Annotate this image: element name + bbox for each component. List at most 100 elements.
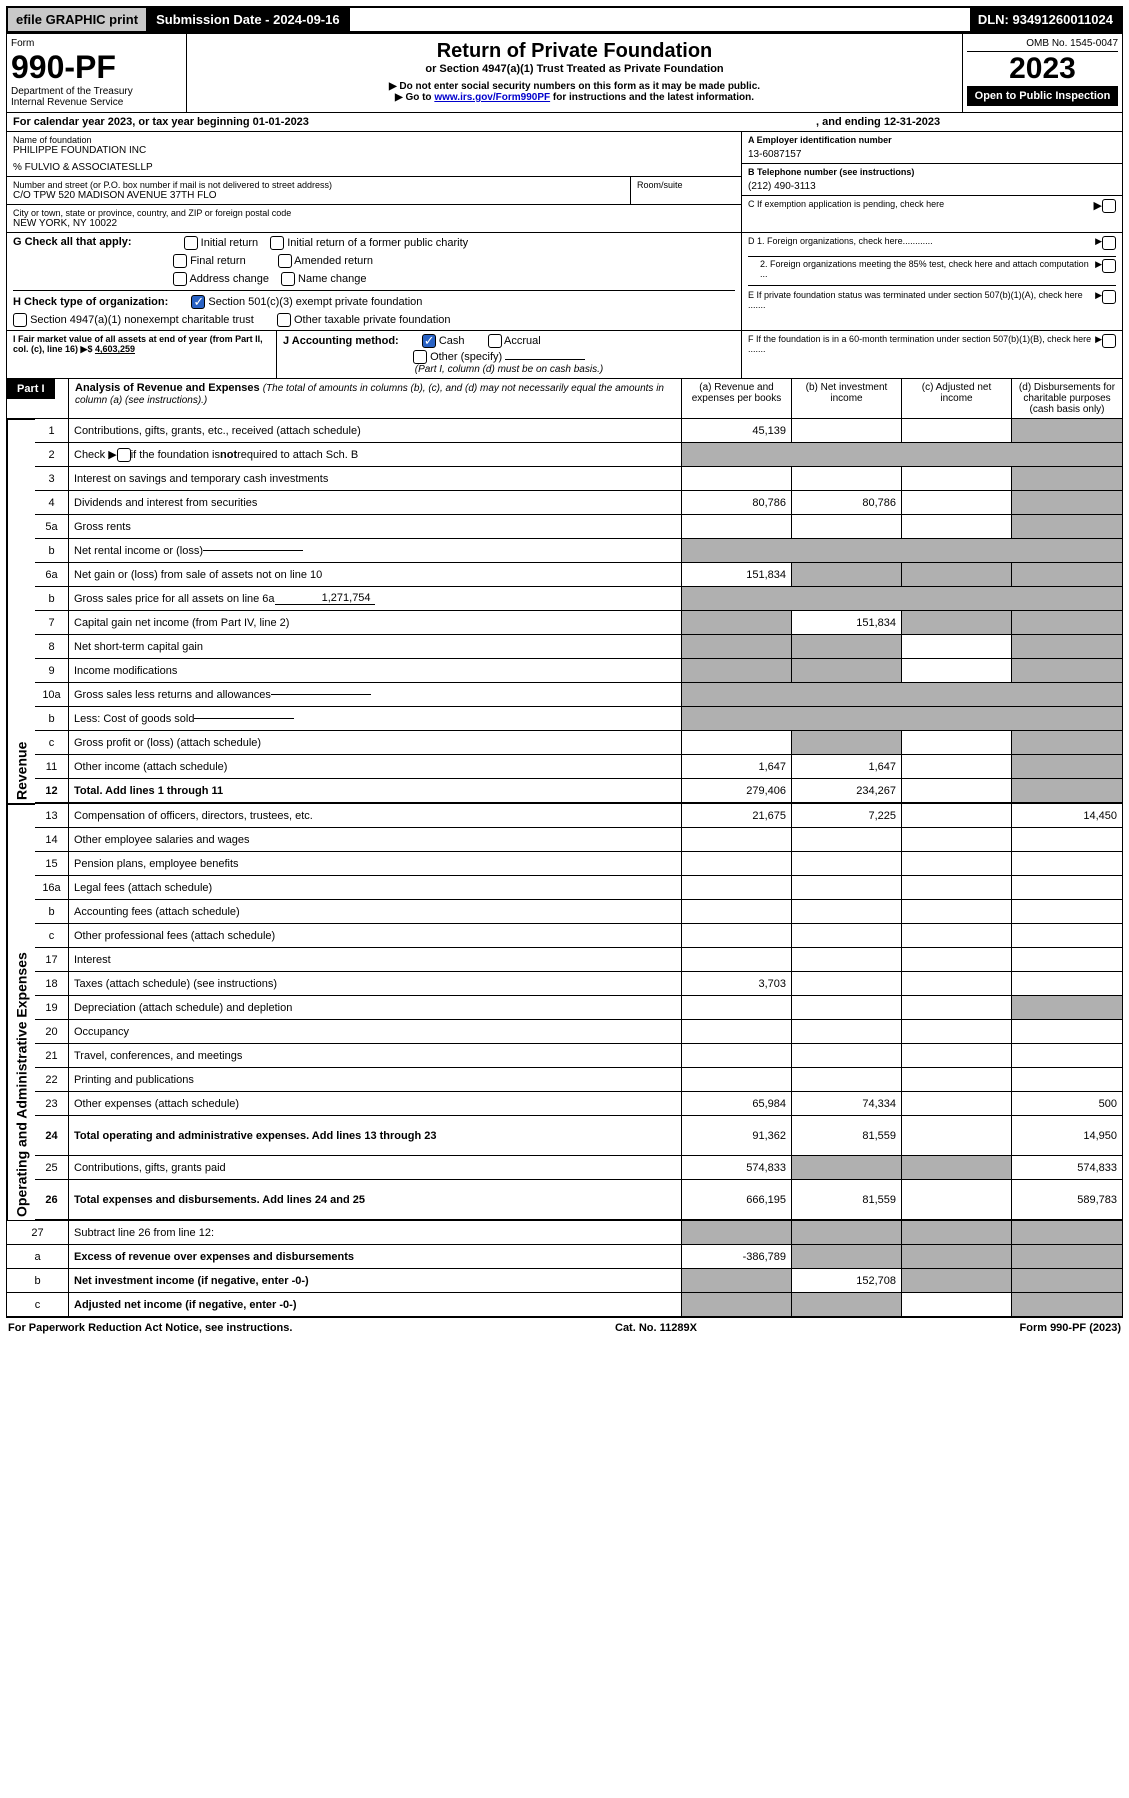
cell-18-d bbox=[1012, 972, 1122, 996]
cell-16a-a bbox=[682, 876, 792, 900]
cell-b-d bbox=[1012, 1269, 1122, 1293]
checkbox-c[interactable] bbox=[1102, 199, 1116, 213]
line-desc-16a: Legal fees (attach schedule) bbox=[69, 876, 682, 900]
cb-final[interactable] bbox=[173, 254, 187, 268]
line-desc-26: Total expenses and disbursements. Add li… bbox=[69, 1180, 682, 1220]
cell-24-b: 81,559 bbox=[792, 1116, 902, 1156]
line-num-b: b bbox=[35, 587, 69, 611]
line-num-27: 27 bbox=[7, 1221, 69, 1245]
form-header: Form 990-PF Department of the Treasury I… bbox=[6, 33, 1123, 113]
cell-3-a bbox=[682, 467, 792, 491]
line-num-16a: 16a bbox=[35, 876, 69, 900]
cb-address[interactable] bbox=[173, 272, 187, 286]
g-h-block: G Check all that apply: Initial return I… bbox=[6, 233, 1123, 331]
cb-f[interactable] bbox=[1102, 334, 1116, 348]
side-label-revenue: Revenue bbox=[7, 419, 35, 803]
line-num-12: 12 bbox=[35, 779, 69, 803]
dept-treasury: Department of the Treasury bbox=[11, 86, 182, 97]
cell-c-c bbox=[902, 924, 1012, 948]
form-title: Return of Private Foundation bbox=[193, 40, 956, 63]
cell-18-b bbox=[792, 972, 902, 996]
cb-other-tax[interactable] bbox=[277, 313, 291, 327]
cal-year-end: , and ending 12-31-2023 bbox=[816, 116, 1116, 128]
cb-amended[interactable] bbox=[278, 254, 292, 268]
cell-1-d bbox=[1012, 419, 1122, 443]
city-state-zip: NEW YORK, NY 10022 bbox=[13, 218, 735, 229]
line-desc-18: Taxes (attach schedule) (see instruction… bbox=[69, 972, 682, 996]
cb-e[interactable] bbox=[1102, 290, 1116, 304]
line-num-c: c bbox=[7, 1293, 69, 1317]
opt-501c3: Section 501(c)(3) exempt private foundat… bbox=[208, 296, 422, 308]
line-desc-2: Check ▶ if the foundation is not require… bbox=[69, 443, 682, 467]
line-num-19: 19 bbox=[35, 996, 69, 1020]
cell-13-d: 14,450 bbox=[1012, 804, 1122, 828]
cell-18-a: 3,703 bbox=[682, 972, 792, 996]
line-desc-5a: Gross rents bbox=[69, 515, 682, 539]
cell-7-a bbox=[682, 611, 792, 635]
cb-d1[interactable] bbox=[1102, 236, 1116, 250]
cell-20-d bbox=[1012, 1020, 1122, 1044]
line-num-21: 21 bbox=[35, 1044, 69, 1068]
line-num-6a: 6a bbox=[35, 563, 69, 587]
opt-4947: Section 4947(a)(1) nonexempt charitable … bbox=[30, 314, 254, 326]
cell-c-b bbox=[792, 1293, 902, 1317]
line-desc-11: Other income (attach schedule) bbox=[69, 755, 682, 779]
cell-b-b bbox=[792, 900, 902, 924]
cb-initial-public[interactable] bbox=[270, 236, 284, 250]
cell-27-a bbox=[682, 1221, 792, 1245]
cell-24-a: 91,362 bbox=[682, 1116, 792, 1156]
efile-toolbar: efile GRAPHIC print Submission Date - 20… bbox=[6, 6, 1123, 33]
cell-27-b bbox=[792, 1221, 902, 1245]
merged-gray bbox=[682, 443, 1122, 467]
cell-11-a: 1,647 bbox=[682, 755, 792, 779]
section-e: E If private foundation status was termi… bbox=[748, 290, 1095, 310]
cb-d2[interactable] bbox=[1102, 259, 1116, 273]
cb-501c3[interactable] bbox=[191, 295, 205, 309]
line-desc-14: Other employee salaries and wages bbox=[69, 828, 682, 852]
cell-5a-d bbox=[1012, 515, 1122, 539]
i-j-block: I Fair market value of all assets at end… bbox=[6, 331, 1123, 379]
foundation-name-label: Name of foundation bbox=[13, 135, 735, 145]
cell-21-a bbox=[682, 1044, 792, 1068]
other-specify-input[interactable] bbox=[505, 359, 585, 360]
line-num-20: 20 bbox=[35, 1020, 69, 1044]
part1-badge: Part I bbox=[7, 379, 55, 399]
cell-b-c bbox=[902, 1269, 1012, 1293]
goto-pre: ▶ Go to bbox=[395, 92, 434, 103]
cell-c-d bbox=[1012, 731, 1122, 755]
section-d2: 2. Foreign organizations meeting the 85%… bbox=[760, 259, 1095, 279]
line-num-4: 4 bbox=[35, 491, 69, 515]
cell-23-c bbox=[902, 1092, 1012, 1116]
name-ein-block: Name of foundation PHILIPPE FOUNDATION I… bbox=[6, 132, 1123, 233]
line-num-18: 18 bbox=[35, 972, 69, 996]
line-desc-21: Travel, conferences, and meetings bbox=[69, 1044, 682, 1068]
cell-13-b: 7,225 bbox=[792, 804, 902, 828]
line-num-1: 1 bbox=[35, 419, 69, 443]
cell-5a-a bbox=[682, 515, 792, 539]
line-num-24: 24 bbox=[35, 1116, 69, 1156]
line-num-10a: 10a bbox=[35, 683, 69, 707]
cb-accrual[interactable] bbox=[488, 334, 502, 348]
form990pf-link[interactable]: www.irs.gov/Form990PF bbox=[434, 92, 550, 103]
opt-amended: Amended return bbox=[294, 255, 373, 267]
cell-21-b bbox=[792, 1044, 902, 1068]
cb-initial-return[interactable] bbox=[184, 236, 198, 250]
cell-17-c bbox=[902, 948, 1012, 972]
cb-4947[interactable] bbox=[13, 313, 27, 327]
merged-gray bbox=[682, 587, 1122, 611]
line-desc-3: Interest on savings and temporary cash i… bbox=[69, 467, 682, 491]
line-num-5a: 5a bbox=[35, 515, 69, 539]
cb-other-method[interactable] bbox=[413, 350, 427, 364]
cell-c-a bbox=[682, 924, 792, 948]
cell-15-c bbox=[902, 852, 1012, 876]
line-num-14: 14 bbox=[35, 828, 69, 852]
cb-cash[interactable] bbox=[422, 334, 436, 348]
cb-name[interactable] bbox=[281, 272, 295, 286]
efile-print[interactable]: efile GRAPHIC print bbox=[8, 8, 148, 31]
line-num-17: 17 bbox=[35, 948, 69, 972]
line-desc-17: Interest bbox=[69, 948, 682, 972]
line-desc-27: Subtract line 26 from line 12: bbox=[69, 1221, 682, 1245]
cell-24-d: 14,950 bbox=[1012, 1116, 1122, 1156]
cell-20-c bbox=[902, 1020, 1012, 1044]
bottom-table: 27Subtract line 26 from line 12:aExcess … bbox=[6, 1221, 1123, 1318]
